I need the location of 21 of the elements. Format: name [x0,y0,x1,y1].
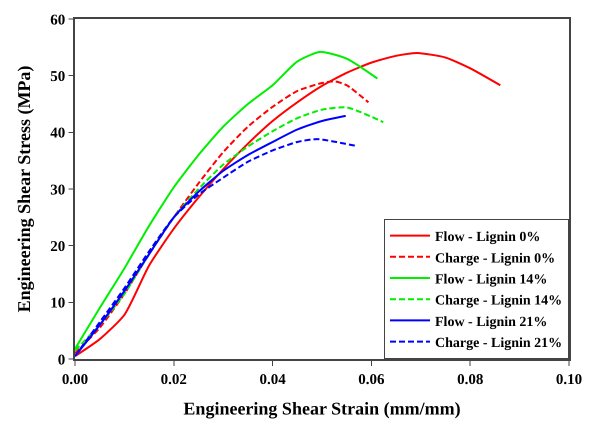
y-tick-label: 50 [50,68,66,85]
x-tick-label: 0.08 [457,372,484,388]
y-tick-label: 40 [50,126,66,142]
y-tick-label: 20 [50,238,66,255]
y-axis-title: Engineering Shear Stress (MPa) [14,66,34,312]
x-tick-label: 0.04 [259,372,286,388]
x-axis-title: Engineering Shear Strain (mm/mm) [183,398,461,418]
y-tick-label: 10 [50,296,66,312]
y-tick-label: 30 [50,182,66,198]
y-tick-label: 60 [50,12,66,28]
x-tick-label: 0.02 [160,372,187,388]
legend-label: Charge - Lignin 0% [435,251,556,266]
legend-label: Flow - Lignin 14% [435,272,548,288]
x-tick-label: 0.06 [358,372,386,388]
legend-label: Charge - Lignin 14% [435,294,562,309]
legend-label: Charge - Lignin 21% [435,336,562,352]
legend-label: Flow - Lignin 0% [435,230,540,246]
x-tick-label: 0.10 [556,372,582,388]
y-tick-label: 0 [58,352,66,368]
legend-label: Flow - Lignin 21% [435,314,548,330]
x-tick-label: 0.00 [62,372,88,388]
